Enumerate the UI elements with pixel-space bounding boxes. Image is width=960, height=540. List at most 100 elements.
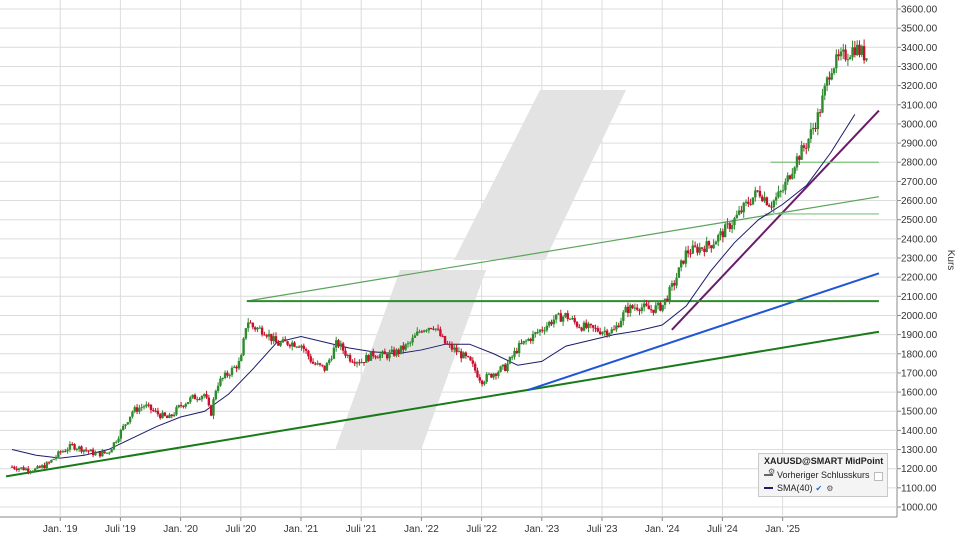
candle-body [818,112,822,114]
candle-body [784,181,787,191]
candle-body [612,329,616,331]
candle-body [279,342,282,346]
candle-body [761,196,764,202]
y-tick-label: 2200.00 [901,273,938,284]
candle-body [253,327,257,330]
candle-body [691,245,694,254]
candle-body [469,356,472,361]
candle-body [550,321,553,325]
candle-body [770,206,773,208]
candle-body [64,451,67,453]
candle-body [835,54,838,69]
candle-body [237,361,241,369]
candle-body [422,330,426,332]
candle-body [402,345,405,350]
candle-body [108,452,111,454]
candle-body [865,58,868,61]
candle-body [147,404,150,406]
candle-body [358,362,361,364]
candle-body [476,370,479,378]
y-tick-label: 3000.00 [901,119,938,130]
candle-body [802,145,806,148]
candle-body [661,304,664,311]
candle-body [659,302,662,311]
y-tick-label: 2600.00 [901,196,938,207]
candle-body [559,313,562,322]
candle-body [855,44,859,56]
candle-body [138,407,141,412]
candle-body [578,326,581,328]
candle-body [615,325,618,330]
checkbox-icon[interactable] [874,472,883,481]
candle-body [598,331,602,335]
candle-body [189,397,192,403]
candle-body [214,390,217,400]
candle-body [640,307,644,312]
candle-body [66,449,69,452]
candle-body [554,314,558,320]
candle-body [207,397,211,406]
candle-body [96,452,99,454]
candle-body [652,309,655,313]
y-tick-label: 3300.00 [901,62,938,73]
x-tick-label: Jan. '23 [524,524,559,535]
candle-body [84,449,88,451]
sma-path [11,114,856,459]
candle-body [821,95,824,113]
candle-body [571,318,574,320]
candle-body [538,329,542,333]
settings-icon[interactable]: ⚙ [768,467,776,476]
settings-icon[interactable]: ⚙ [826,483,834,493]
candle-body [698,247,701,253]
candle-body [541,329,544,331]
candle-body [182,405,185,407]
candle-body [372,350,375,357]
candle-body [247,322,250,329]
candle-body [351,361,354,363]
candle-body [807,138,810,149]
candle-body [774,197,778,201]
candle-body [409,342,412,344]
candle-body [156,410,160,415]
candle-body [587,323,590,328]
legend-entry-sma[interactable]: SMA(40) ✔ ⚙ [764,482,833,494]
candle-body [466,356,470,358]
candle-body [527,338,530,341]
candle-body [693,245,697,247]
candle-body [754,190,757,198]
candle-body [705,241,708,253]
candle-body [212,399,215,416]
y-tick-label: 2800.00 [901,158,938,169]
candle-body [82,449,86,452]
candle-body [175,407,178,415]
legend-entry-label: SMA(40) [777,483,813,493]
candle-body [365,355,368,363]
candle-body [626,306,630,313]
y-tick-label: 2400.00 [901,234,938,245]
y-tick-label: 2100.00 [901,292,938,303]
candle-body [656,302,660,306]
candle-body [564,313,567,317]
candle-body [717,235,720,242]
candle-body [758,190,762,197]
candle-body [786,175,789,182]
candle-body [654,305,657,313]
candle-body [59,451,62,453]
x-tick-label: Jan. '25 [765,524,800,535]
candle-body [427,328,431,331]
candle-body [798,156,801,160]
y-tick-label: 3600.00 [901,5,938,16]
candle-body [45,462,48,469]
candle-body [589,323,593,326]
legend-entry-prev-close[interactable]: Vorheriger Schlusskurs [764,469,870,481]
candle-body [348,355,352,362]
candle-body [376,357,380,359]
candle-body [33,468,37,472]
candle-body [267,333,271,337]
candle-body [730,225,734,230]
check-icon[interactable]: ✔ [815,483,823,493]
candle-body [490,373,493,378]
candle-body [439,329,442,337]
candle-body [15,468,18,470]
candle-body [302,345,305,349]
